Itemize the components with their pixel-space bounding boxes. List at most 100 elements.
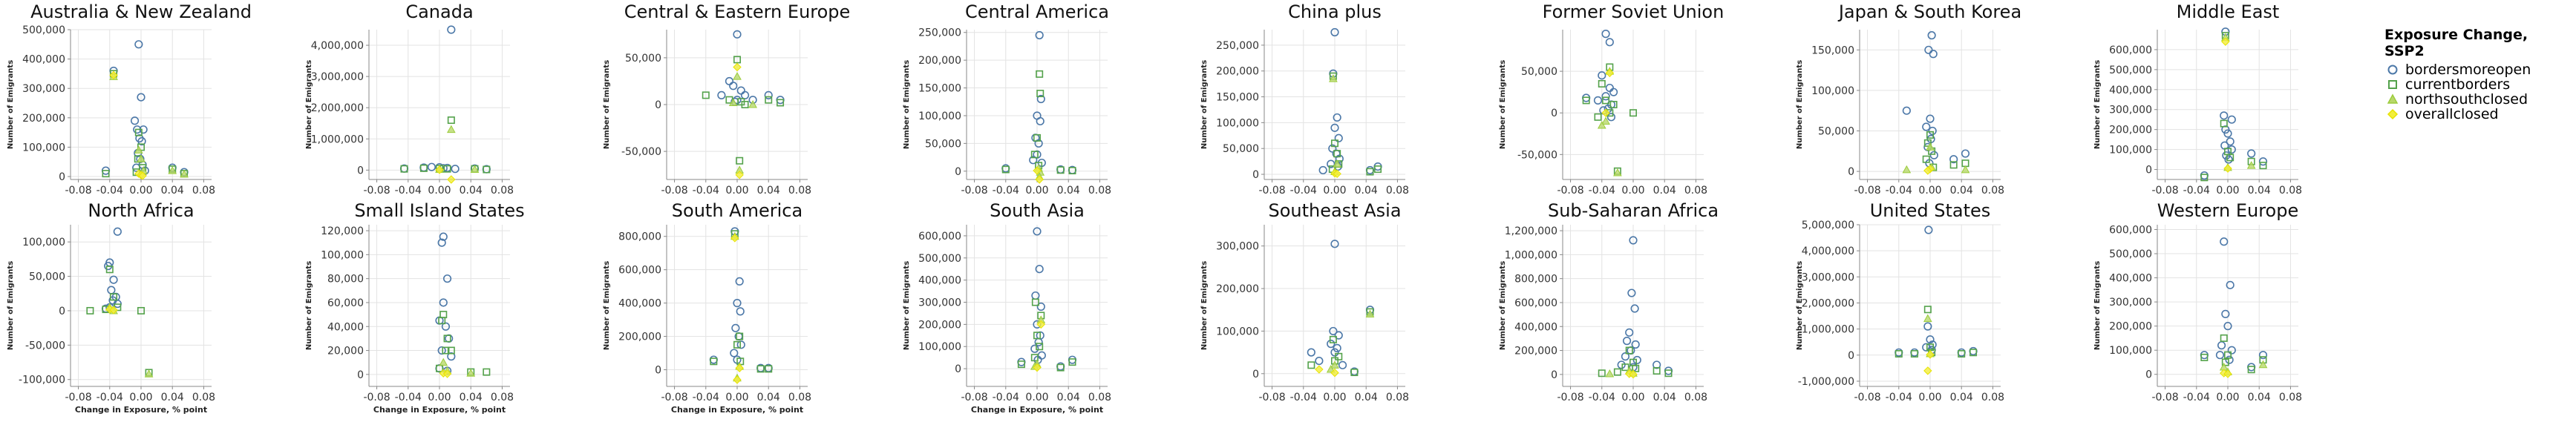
x-tick-label: 0.08 bbox=[1386, 185, 1409, 197]
y-tick-label: 0 bbox=[1848, 166, 1854, 178]
x-tick-label: -0.08 bbox=[961, 392, 987, 403]
data-point-bordersmoreopen bbox=[134, 40, 143, 49]
data-point-currentborders bbox=[1031, 298, 1039, 306]
y-tick-label: 50,000 bbox=[625, 53, 661, 65]
y-tick-label: 100,000 bbox=[2109, 345, 2152, 357]
x-tick-label: 0.04 bbox=[1653, 185, 1676, 197]
y-tick-label: 0 bbox=[1252, 369, 1259, 380]
series-bordersmoreopen bbox=[1895, 225, 1978, 357]
y-tick-label: 400,000 bbox=[618, 298, 661, 310]
data-point-overallclosed bbox=[1629, 369, 1638, 379]
panel-canada: 0 1,000,000 2,000,000 3,000,000 4,000,000 -0.… bbox=[305, 1, 514, 197]
data-point-northsouthclosed bbox=[1601, 116, 1610, 125]
series-overallclosed bbox=[2221, 37, 2232, 173]
data-point-bordersmoreopen bbox=[1929, 50, 1938, 59]
data-point-bordersmoreopen bbox=[439, 232, 448, 241]
data-point-northsouthclosed bbox=[1333, 159, 1342, 168]
legend-item-bordersmoreopen: bordersmoreopen bbox=[2384, 62, 2570, 78]
panel-title: Southeast Asia bbox=[1268, 200, 1401, 221]
data-point-bordersmoreopen bbox=[130, 116, 140, 125]
data-point-bordersmoreopen bbox=[441, 322, 451, 331]
data-point-bordersmoreopen bbox=[1664, 366, 1673, 375]
square-icon bbox=[2388, 80, 2397, 89]
data-point-currentborders bbox=[1333, 150, 1341, 158]
y-tick-label: -1,000,000 bbox=[1798, 376, 1854, 388]
data-point-overallclosed bbox=[447, 175, 456, 184]
data-point-bordersmoreopen bbox=[1631, 340, 1640, 349]
y-tick-label: 200,000 bbox=[1216, 283, 1259, 295]
y-tick-label: 500,000 bbox=[918, 253, 961, 265]
data-point-bordersmoreopen bbox=[1617, 360, 1626, 369]
data-point-northsouthclosed bbox=[1329, 74, 1338, 82]
series-overallclosed bbox=[1625, 369, 1638, 379]
y-tick-label: 400,000 bbox=[22, 54, 65, 66]
y-tick-label: 0 bbox=[2145, 165, 2152, 177]
panel-title: China plus bbox=[1288, 1, 1382, 22]
data-point-bordersmoreopen bbox=[2215, 351, 2225, 360]
series-bordersmoreopen bbox=[1617, 236, 1673, 375]
panel-south-america: 0 200,000 400,000 600,000 800,000 -0.08 -0.04 0… bbox=[603, 200, 811, 415]
grid bbox=[1860, 30, 2001, 179]
series-overallclosed bbox=[733, 62, 744, 179]
data-point-currentborders bbox=[736, 332, 744, 340]
data-point-bordersmoreopen bbox=[2222, 151, 2231, 160]
y-axis-label: Number of Emigrants bbox=[903, 60, 911, 149]
y-tick-label: 2,000,000 bbox=[311, 102, 364, 114]
data-point-currentborders bbox=[134, 128, 143, 136]
data-point-bordersmoreopen bbox=[1923, 322, 1932, 331]
panel-title: Central & Eastern Europe bbox=[624, 1, 851, 22]
y-tick-label: 200,000 bbox=[1514, 346, 1557, 357]
x-tick-label: 0.04 bbox=[460, 185, 483, 197]
x-tick-label: 0.04 bbox=[1057, 392, 1080, 403]
data-point-bordersmoreopen bbox=[2217, 341, 2226, 350]
y-tick-label: 1,000,000 bbox=[311, 133, 364, 145]
data-point-bordersmoreopen bbox=[1606, 113, 1616, 122]
panel-central-eastern-europe: -50,000 0 50,000 -0.08 -0.04 0.00 0.04 0.08 Numb… bbox=[603, 1, 850, 197]
x-tick-label: 0.04 bbox=[1355, 185, 1378, 197]
y-axis-label: Number of Emigrants bbox=[305, 261, 313, 350]
y-tick-label: 0 bbox=[655, 365, 661, 377]
y-axis-label: Number of Emigrants bbox=[7, 261, 15, 350]
data-point-bordersmoreopen bbox=[1307, 348, 1315, 357]
y-tick-label: 600,000 bbox=[2109, 44, 2152, 56]
data-point-currentborders bbox=[702, 91, 710, 99]
data-point-currentborders bbox=[1926, 131, 1935, 139]
data-point-currentborders bbox=[447, 116, 455, 125]
data-point-overallclosed bbox=[2221, 37, 2230, 46]
x-tick-label: 0.04 bbox=[1057, 185, 1080, 197]
x-tick-label: -0.08 bbox=[363, 185, 390, 197]
data-point-bordersmoreopen bbox=[731, 323, 740, 332]
data-point-northsouthclosed bbox=[134, 145, 143, 154]
data-point-bordersmoreopen bbox=[1928, 126, 1937, 136]
series-currentborders bbox=[1328, 72, 1382, 176]
data-point-bordersmoreopen bbox=[1035, 30, 1044, 40]
data-point-northsouthclosed bbox=[466, 369, 476, 377]
x-tick-label: 0.08 bbox=[1684, 185, 1707, 197]
y-axis-label: Number of Emigrants bbox=[305, 60, 313, 149]
x-axis-label: Change in Exposure, % point bbox=[75, 405, 207, 415]
x-tick-label: -0.04 bbox=[1589, 185, 1615, 197]
y-axis-label: Number of Emigrants bbox=[1200, 261, 1209, 350]
y-tick-label: 0 bbox=[2145, 369, 2152, 381]
grid bbox=[967, 30, 1108, 179]
series-bordersmoreopen bbox=[709, 227, 773, 372]
data-point-bordersmoreopen bbox=[1068, 355, 1077, 364]
data-point-bordersmoreopen bbox=[1029, 156, 1038, 165]
data-point-currentborders bbox=[438, 317, 446, 325]
data-point-bordersmoreopen bbox=[109, 275, 118, 284]
series-bordersmoreopen bbox=[399, 25, 491, 174]
data-point-currentborders bbox=[1923, 139, 1932, 147]
panel-united-states: -1,000,000 0 1,000,000 2,000,000 3,000,000 4,… bbox=[1796, 200, 2004, 403]
data-point-currentborders bbox=[1329, 335, 1337, 343]
data-point-bordersmoreopen bbox=[1961, 149, 1970, 158]
x-tick-label: 0.08 bbox=[1088, 185, 1111, 197]
y-tick-label: 60,000 bbox=[327, 297, 364, 309]
data-point-currentborders bbox=[1594, 113, 1602, 121]
data-point-bordersmoreopen bbox=[1924, 225, 1933, 234]
data-point-currentborders bbox=[1910, 350, 1918, 358]
data-point-bordersmoreopen bbox=[2247, 149, 2256, 158]
y-tick-label: 100,000 bbox=[1216, 326, 1259, 337]
series-overallclosed bbox=[109, 70, 147, 180]
panel-title: Central America bbox=[965, 1, 1109, 22]
data-point-bordersmoreopen bbox=[1334, 331, 1343, 340]
